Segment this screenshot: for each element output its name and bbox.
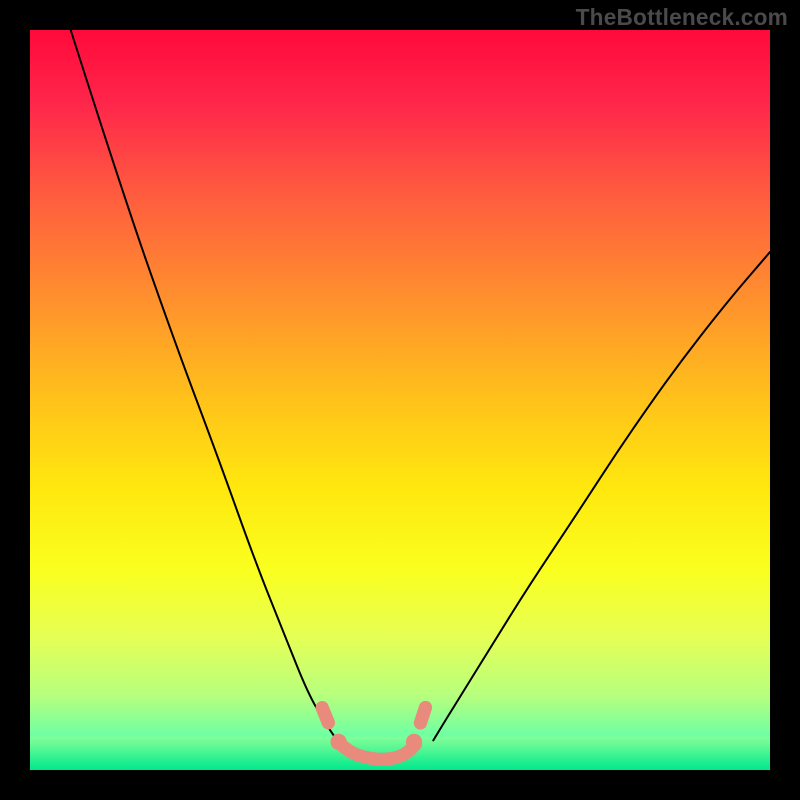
valley-dot-1: [406, 734, 422, 750]
gradient-plot-area: [30, 30, 770, 770]
chart-frame: TheBottleneck.com: [0, 0, 800, 800]
bottleneck-chart: [0, 0, 800, 800]
watermark-text: TheBottleneck.com: [576, 4, 788, 31]
valley-dot-0: [330, 734, 346, 750]
